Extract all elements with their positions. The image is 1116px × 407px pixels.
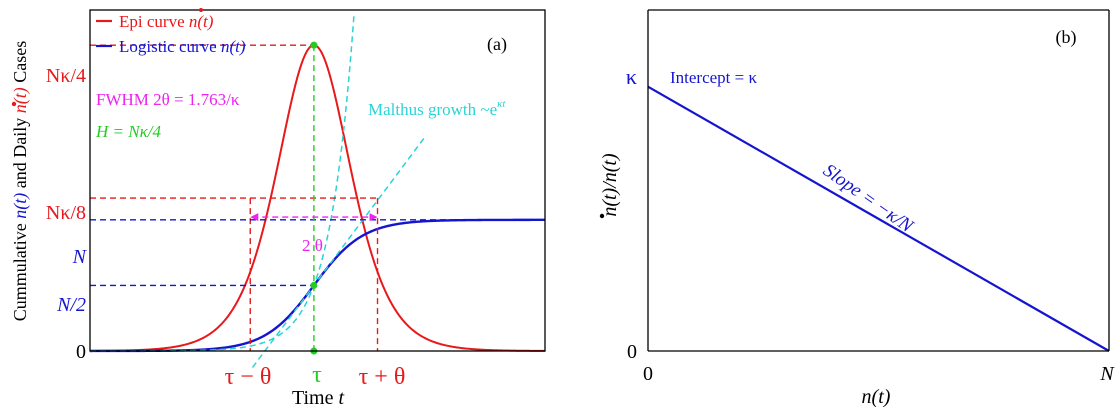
ytick-n: N [72,246,88,268]
ytick-zero: 0 [76,341,86,363]
width-annotation: 2 θ [302,236,323,255]
ytick-nk8: Nκ/8 [46,202,86,224]
panel-a: Nκ/4 Nκ/8 N N/2 0 τ − θ τ τ + θ Time t C… [10,8,546,407]
fwhm-annotation: FWHM 2θ = 1.763/κ [96,90,240,109]
ylabel-dot-mark [11,101,17,107]
panel-a-guides [90,41,545,355]
epi-curve-line [89,44,545,352]
intercept-annotation: Intercept = κ [670,68,757,87]
inflection-point [310,281,318,289]
fwhm-arrowhead-left [250,213,259,222]
ytick-nk4: Nκ/4 [46,65,86,87]
linear-decline-line [647,85,1110,352]
panel-a-curves [89,14,545,368]
ytick-b-zero: 0 [627,341,637,363]
panel-a-tag: (a) [487,34,507,55]
panel-b-tag: (b) [1056,27,1077,48]
xtick-tau-minus-theta: τ − θ [225,364,272,390]
xtick-b-n: N [1099,363,1115,385]
fwhm-arrowhead-right [369,213,378,222]
legend-logistic-label: Logistic curve n(t) [119,37,246,56]
panel-b-xlabel: n(t) [862,386,891,407]
ytick-kappa: κ [626,64,637,89]
panel-a-legend: Epi curve n(t) Logistic curve n(t) [96,8,246,56]
tangent-line [251,135,427,368]
panel-b-ylabel-dot-mark [599,213,605,219]
xtick-b-zero: 0 [643,363,653,385]
panel-b-curves [647,85,1110,352]
legend-epi-dot-mark [199,8,203,12]
panel-b-ylabel: n(t)/n(t) [599,153,621,217]
panel-a-xlabel: Time t [292,387,345,407]
ytick-n-half: N/2 [56,294,86,316]
peak-point [310,41,318,49]
height-annotation: H = Nκ/4 [95,122,161,141]
xtick-tau: τ [312,362,322,388]
panel-a-ylabel: Cummulative n(t) and Daily n(t) Cases [10,41,31,321]
panel-b: κ 0 0 N n(t) n(t)/n(t) (b) Intercept = κ… [599,9,1115,407]
panel-a-frame [89,9,546,352]
malthus-annotation: Malthus growth ~eκt [368,98,506,119]
slope-annotation: Slope = −κ/N [819,160,918,238]
legend-epi-label: Epi curve n(t) [119,12,214,31]
xtick-tau-plus-theta: τ + θ [359,364,406,390]
